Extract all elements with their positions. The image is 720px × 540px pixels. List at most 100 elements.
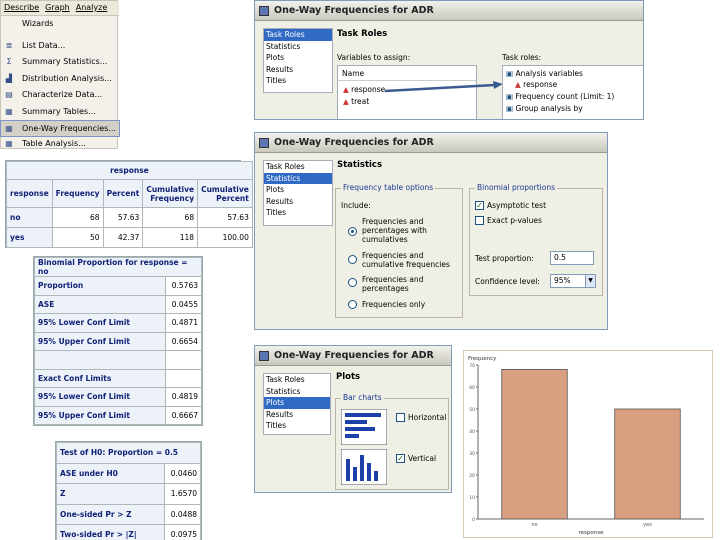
assign-arrow [385,81,503,93]
bar-no [501,368,568,520]
menu-item-summary-statistics[interactable]: Σ Summary Statistics... [1,54,119,69]
freq-col-header: Cumulative Percent [197,179,253,208]
menu-describe[interactable]: Describe [4,3,40,12]
table-analysis-icon: ▦ [5,139,13,148]
task-nav-list: Task Roles Statistics Plots Results Titl… [263,160,333,226]
analysis-menu: Describe Graph Analyze Wizards ≣ List Dat… [0,0,120,150]
role-group-analysis[interactable]: ▣ Group analysis by [506,104,583,113]
radio-label: Frequencies and percentages with cumulat… [362,217,427,244]
task-roles-label: Task roles: [502,53,542,62]
y-axis-label: Frequency [468,356,497,362]
radio-freq-pct-cumulatives[interactable] [348,227,357,236]
task-nav-list: Task Roles Statistics Plots Results Titl… [263,373,331,435]
nav-item-statistics[interactable]: Statistics [264,172,332,184]
role-icon: ▣ [506,104,514,113]
radio-freq-cumulative-freq[interactable] [348,255,357,264]
include-label: Include: [341,201,371,210]
x-tick-label: no [531,522,537,528]
binom-table-title: Binomial Proportion for response = no [34,257,202,277]
table-row: ASE 0.0455 [34,294,202,314]
exact-pvalues-checkbox[interactable] [475,216,484,225]
frequency-options-group: Frequency table options Include: Frequen… [335,183,463,318]
vertical-checkbox[interactable]: ✓ [396,454,405,463]
nav-item-results[interactable]: Results [266,409,294,419]
characterize-icon: ▤ [5,90,13,99]
checkbox-label: Asymptotic test [487,201,547,210]
role-analysis-variables[interactable]: ▣ Analysis variables [506,69,583,78]
nav-item-task-roles[interactable]: Task Roles [266,375,305,384]
menu-item-wizards[interactable]: Wizards [22,19,54,28]
window-icon [259,350,269,361]
nav-item-titles[interactable]: Titles [266,421,286,430]
nav-item-titles[interactable]: Titles [266,208,286,217]
y-tick-label: 30 [469,451,475,457]
name-column-header: Name [342,69,365,78]
sigma-icon: Σ [6,57,12,66]
summary-table-icon: ▦ [5,107,13,116]
x-tick-label: yes [643,522,652,528]
histogram-icon: ▟ [5,74,13,83]
x-axis-label: response [579,530,605,536]
checkbox-label: Horizontal [408,413,447,422]
menu-item-distribution-analysis[interactable]: ▟ Distribution Analysis... [1,71,119,86]
radio-freq-percentages[interactable] [348,278,357,287]
y-tick-label: 20 [469,473,475,479]
y-tick-label: 10 [469,495,475,501]
role-icon: ▣ [506,92,514,101]
nav-item-task-roles[interactable]: Task Roles [266,162,305,171]
task-roles-list[interactable]: ▣ Analysis variables ▲ response ▣ Freque… [502,65,643,119]
nav-item-plots[interactable]: Plots [266,185,285,194]
nav-item-plots[interactable]: Plots [264,397,330,409]
menu-item-summary-tables[interactable]: ▦ Summary Tables... [1,104,119,119]
dialog-title: One-Way Frequencies for ADR [274,350,434,361]
menu-item-list-data[interactable]: ≣ List Data... [1,38,119,53]
menu-item-characterize-data[interactable]: ▤ Characterize Data... [1,87,119,102]
vertical-bar-chart-icon[interactable] [341,449,387,485]
checkbox-label: Vertical [408,454,437,463]
role-assigned-variable[interactable]: ▲ response [515,80,558,89]
menu-graph[interactable]: Graph [45,3,70,12]
list-item[interactable]: ▲ treat [343,97,370,106]
horizontal-checkbox[interactable] [396,413,405,422]
freq-col-header: Cumulative Frequency [142,179,199,208]
nav-item-results[interactable]: Results [266,196,294,206]
radio-freq-only[interactable] [348,300,357,309]
test-proportion-input[interactable]: 0.5 [550,251,594,265]
radio-label: Frequencies and cumulative frequencies [362,251,450,269]
dialog-title: One-Way Frequencies for ADR [274,137,434,148]
role-frequency-count[interactable]: ▣ Frequency count (Limit: 1) [506,92,615,101]
nav-item-statistics[interactable]: Statistics [266,386,301,396]
horizontal-bar-chart-icon[interactable] [341,409,387,445]
list-item[interactable]: ▲ response [343,85,386,94]
chevron-down-icon[interactable]: ▼ [585,275,595,287]
nav-item-plots[interactable]: Plots [266,53,285,62]
nav-item-results[interactable]: Results [266,64,294,74]
table-icon: ▦ [5,124,13,133]
menu-analyze[interactable]: Analyze [75,3,108,12]
test-proportion-label: Test proportion: [475,254,534,263]
freq-table-title: response [6,161,253,180]
bar-charts-group: Bar charts Horizontal ✓ Vertical [335,393,449,490]
nav-item-statistics[interactable]: Statistics [266,41,301,51]
pane-title: Statistics [337,160,383,170]
nav-item-titles[interactable]: Titles [266,76,286,85]
freq-col-header: response [6,179,53,208]
variable-icon: ▲ [515,80,521,89]
asymptotic-test-checkbox[interactable]: ✓ [475,201,484,210]
list-icon: ≣ [5,41,13,50]
checkbox-label: Exact p-values [487,216,542,225]
confidence-level-label: Confidence level: [475,277,540,286]
menu-item-one-way-frequencies[interactable]: ▦ One-Way Frequencies... [0,120,120,137]
table-row: 95% Upper Conf Limit 0.6654 [34,331,202,351]
variable-icon: ▲ [343,85,349,94]
variables-list[interactable]: Name ▲ response ▲ treat [337,65,477,119]
y-tick-label: 60 [469,385,475,391]
confidence-level-select[interactable]: 95% ▼ [550,274,596,288]
variable-icon: ▲ [343,97,349,106]
menu-item-table-analysis[interactable]: ▦ Table Analysis... [1,137,119,150]
task-roles-dialog: One-Way Frequencies for ADR Task Roles S… [254,0,644,120]
nav-item-task-roles[interactable]: Task Roles [264,29,332,41]
freq-col-header: Percent [102,179,144,208]
table-row [34,350,202,370]
task-nav-list: Task Roles Statistics Plots Results Titl… [263,28,333,93]
